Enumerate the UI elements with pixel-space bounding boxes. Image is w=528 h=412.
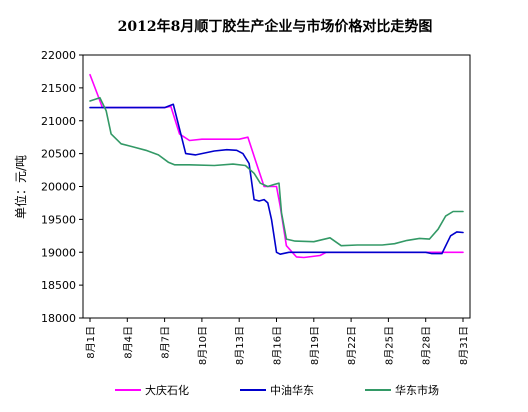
x-tick-label: 8月19日: [309, 326, 321, 365]
legend: 大庆石化 中油华东 华东市场: [115, 383, 439, 397]
x-tick-label: 8月4日: [122, 326, 134, 359]
y-tick-label: 22000: [41, 49, 76, 62]
y-tick-label: 19500: [41, 213, 76, 226]
x-tick-label: 8月1日: [85, 326, 97, 359]
x-tick-label: 8月7日: [160, 326, 172, 359]
y-tick-label: 20000: [41, 181, 76, 194]
legend-label: 华东市场: [395, 383, 439, 397]
x-tick-label: 8月10日: [197, 326, 209, 365]
series-line-3: [89, 96, 464, 247]
y-tick-label: 21500: [41, 82, 76, 95]
y-tick-label: 19000: [41, 246, 76, 259]
legend-label: 大庆石化: [145, 383, 189, 397]
x-axis-ticks: 8月1日 8月4日 8月7日 8月10日 8月13日 8月16日 8月19日 8月22日 8月2…: [85, 318, 470, 365]
x-tick-label: 8月25日: [383, 326, 395, 365]
series-lines: [89, 73, 464, 259]
y-tick-label: 18500: [41, 279, 76, 292]
x-tick-label: 8月22日: [346, 326, 358, 365]
y-tick-label: 18000: [41, 312, 76, 325]
x-tick-label: 8月16日: [272, 326, 284, 365]
x-tick-label: 8月13日: [234, 326, 246, 365]
legend-label: 中油华东: [270, 383, 314, 397]
y-axis-label: 单位：元/吨: [13, 155, 28, 219]
y-tick-label: 21000: [41, 115, 76, 128]
y-tick-label: 20500: [41, 148, 76, 161]
chart-title: 2012年8月顺丁胶生产企业与市场价格对比走势图: [118, 18, 433, 35]
x-tick-label: 8月31日: [458, 326, 470, 365]
y-axis-ticks: 18000 18500 19000 19500 20000 20500 21000 21500…: [41, 49, 83, 325]
series-line-2: [89, 103, 464, 255]
x-tick-label: 8月28日: [421, 326, 433, 365]
